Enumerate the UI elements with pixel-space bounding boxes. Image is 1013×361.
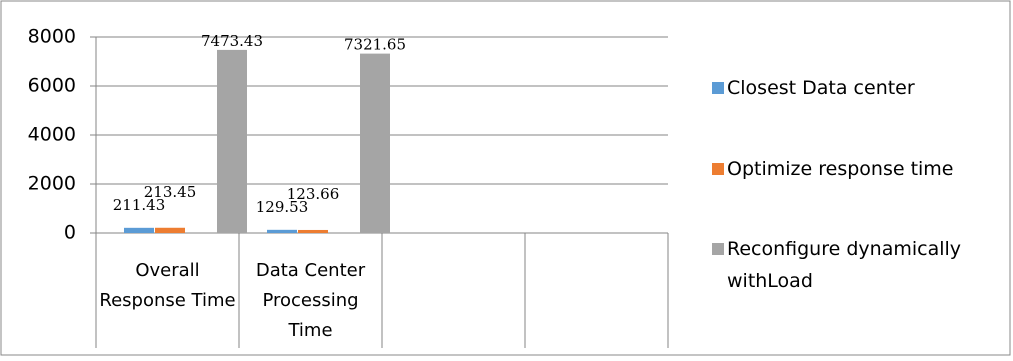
data-label: 7473.43: [201, 32, 263, 50]
y-tick-label: 4000: [28, 124, 76, 146]
legend-entry: Optimize response time: [712, 153, 997, 185]
x-tick-label: Overall Response Time: [99, 260, 236, 311]
legend-swatch: [712, 82, 724, 94]
bar: [267, 229, 297, 233]
bar: [124, 227, 154, 233]
y-tick-label: 0: [64, 222, 76, 244]
data-label: 7321.65: [344, 36, 406, 54]
legend-entry: Reconfigure dynamically withLoad: [712, 233, 997, 297]
bar: [155, 227, 185, 233]
bar: [298, 229, 328, 233]
y-tick-label: 6000: [28, 75, 76, 97]
x-tick-label: Data Center Processing Time: [255, 260, 366, 341]
legend-swatch: [712, 243, 724, 255]
data-label: 129.53: [256, 198, 309, 216]
y-tick-label: 2000: [28, 173, 76, 195]
bar: [360, 53, 390, 234]
legend-entry: Closest Data center: [712, 72, 997, 104]
data-label: 213.45: [144, 183, 197, 201]
y-tick-label: 8000: [28, 26, 76, 48]
bar: [217, 49, 247, 233]
legend-label: Optimize response time: [727, 158, 954, 180]
legend-label: Reconfigure dynamically withLoad: [727, 238, 962, 292]
data-label: 123.66: [287, 185, 340, 203]
legend-label: Closest Data center: [727, 77, 915, 99]
legend-swatch: [712, 163, 724, 175]
data-label: 211.43: [113, 196, 166, 214]
